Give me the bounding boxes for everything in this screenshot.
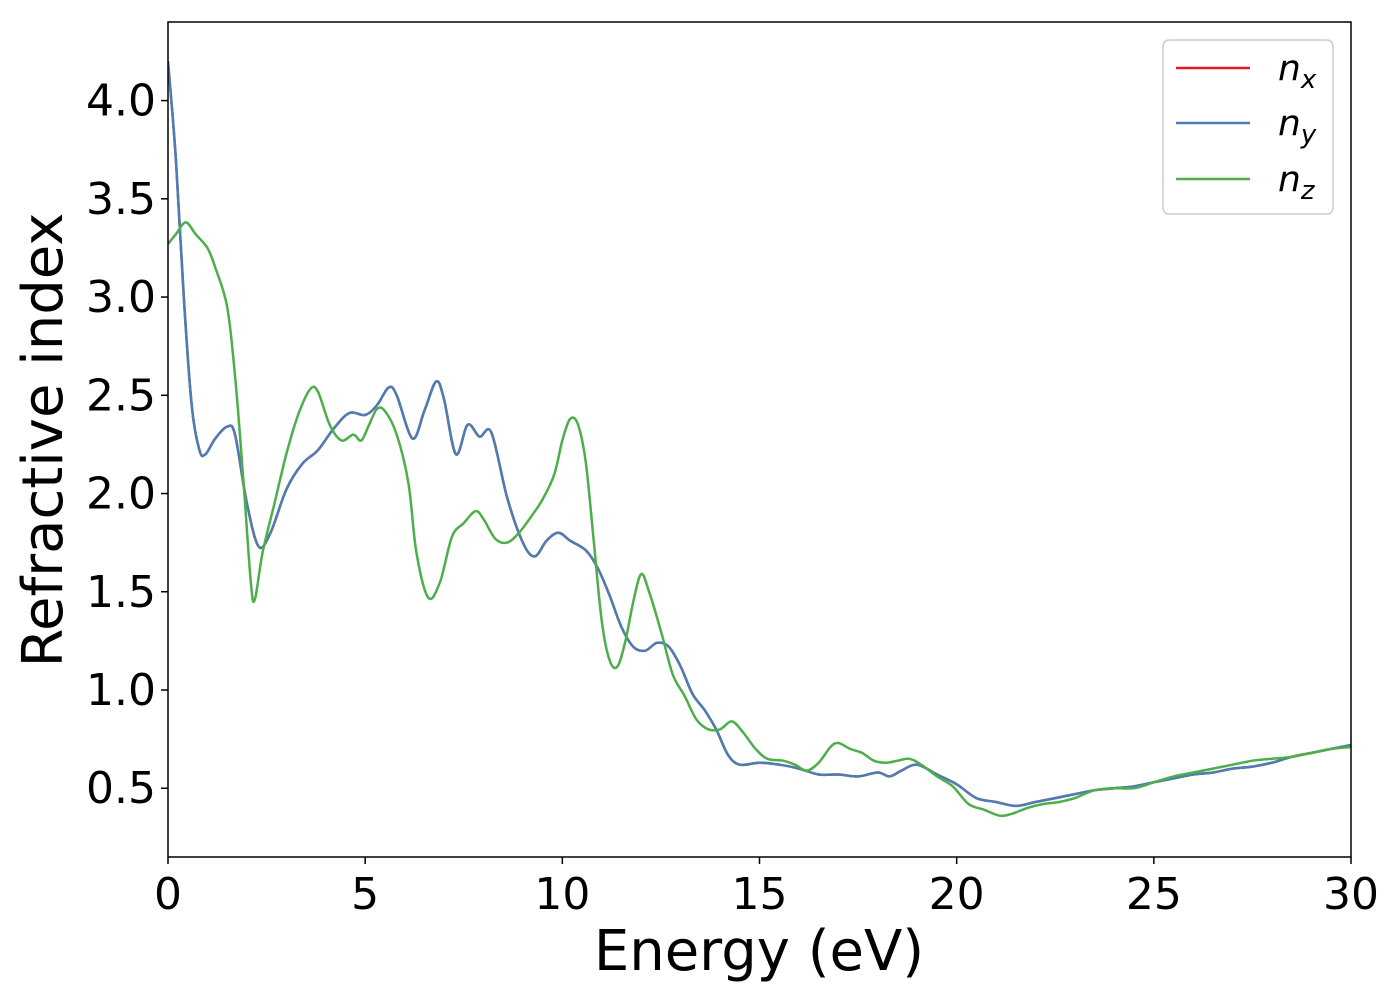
legend-label-ny-sub: y xyxy=(1300,120,1317,150)
x-tick-label: 20 xyxy=(929,869,985,920)
series-line-ny xyxy=(168,61,1351,808)
y-tick-label: 0.5 xyxy=(86,763,156,814)
x-tick-label: 10 xyxy=(534,869,590,920)
legend-label-nz: nz xyxy=(1278,159,1316,206)
x-tick-label: 25 xyxy=(1126,869,1182,920)
series-line-nz xyxy=(168,221,1351,818)
y-tick-label: 3.5 xyxy=(86,174,156,225)
y-tick-label: 3.0 xyxy=(86,272,156,323)
x-tick-label: 5 xyxy=(351,869,379,920)
x-axis-label: Energy (eV) xyxy=(594,919,924,984)
legend-label-nz-base: n xyxy=(1278,159,1301,200)
legend-label-nz-sub: z xyxy=(1300,176,1316,206)
legend-label-ny-base: n xyxy=(1278,103,1301,144)
y-tick-label: 2.5 xyxy=(86,370,156,421)
y-tick-label: 1.5 xyxy=(86,567,156,618)
legend-label-nx-sub: x xyxy=(1300,65,1317,95)
legend-label-ny: ny xyxy=(1278,103,1317,150)
series-layer xyxy=(168,61,1351,818)
x-tick-label: 0 xyxy=(154,869,182,920)
legend-box xyxy=(1162,39,1334,215)
y-tick-label: 1.0 xyxy=(86,665,156,716)
legend-label-nx: nx xyxy=(1278,48,1317,95)
x-tick-label: 15 xyxy=(732,869,788,920)
legend: nx ny nz xyxy=(1162,39,1334,215)
y-axis-label: Refractive index xyxy=(11,213,76,668)
y-tick-label: 4.0 xyxy=(86,76,156,127)
x-tick-label: 30 xyxy=(1323,869,1379,920)
x-axis: 0 5 10 15 20 25 30 xyxy=(154,857,1379,920)
legend-label-nx-base: n xyxy=(1278,48,1301,89)
y-axis: 0.5 1.0 1.5 2.0 2.5 3.0 3.5 4.0 xyxy=(86,76,168,814)
y-tick-label: 2.0 xyxy=(86,469,156,520)
